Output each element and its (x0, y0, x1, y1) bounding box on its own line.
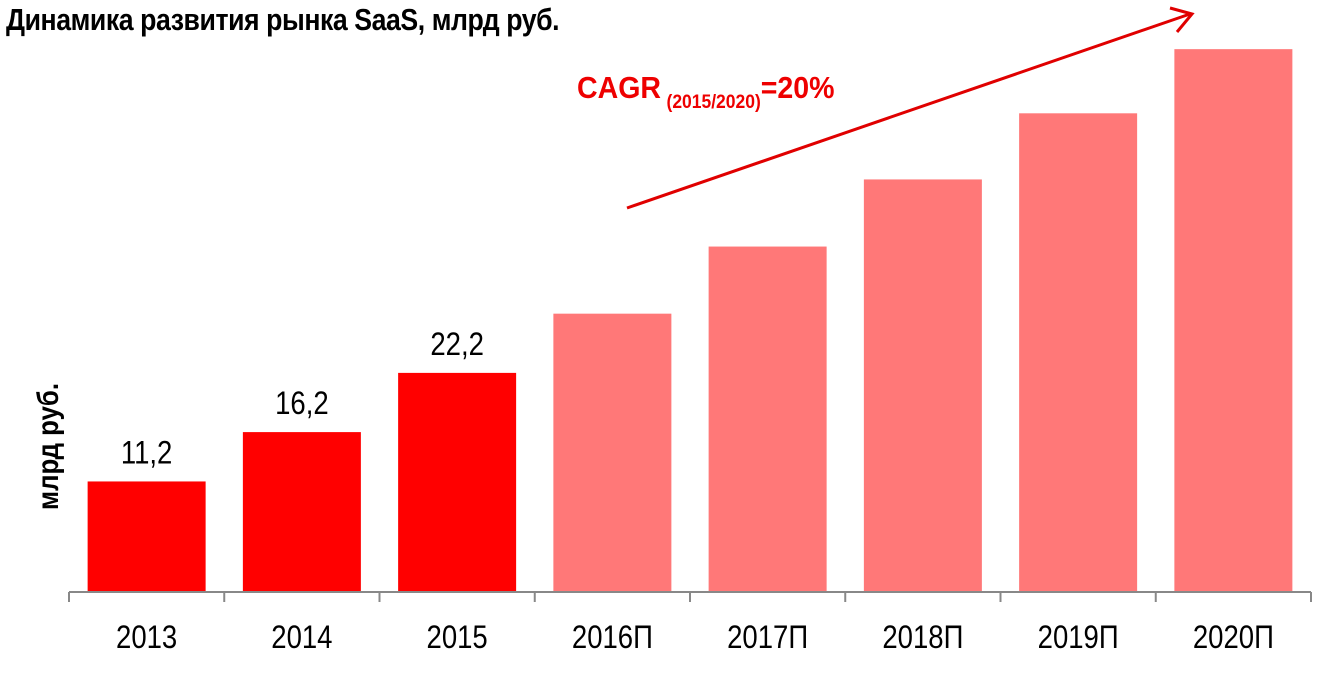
bar-2013 (87, 481, 206, 592)
bar-value-label: 16,2 (275, 386, 329, 421)
bar-value-label: 11,2 (121, 436, 172, 471)
arrow-head-icon (1169, 6, 1195, 33)
x-tick-label: 2014 (271, 620, 332, 655)
chart-title: Динамика развития рынка SaaS, млрд руб. (6, 2, 560, 37)
trend-arrow (626, 6, 1195, 210)
cagr-annotation: CAGR (2015/2020)=20% (577, 70, 835, 113)
x-tick-label: 2016П (572, 620, 653, 655)
bars-group: 11,2 16,2 22,2 (87, 49, 1293, 593)
x-tick-label: 2015 (427, 620, 488, 655)
bar-value-label: 22,2 (430, 327, 484, 362)
x-tick-label: 2018П (882, 620, 963, 655)
bar-2014 (242, 432, 361, 592)
x-tick-label: 2020П (1193, 620, 1274, 655)
bar-2017П (708, 246, 827, 593)
bar-2018П (863, 179, 982, 592)
bar-2019П (1019, 113, 1138, 593)
bar-2015 (398, 372, 517, 592)
x-tick-label: 2013 (116, 620, 177, 655)
cagr-period: (2015/2020) (666, 92, 761, 113)
bar-2016П (553, 313, 672, 592)
bar-2020П (1174, 49, 1293, 592)
cagr-label: CAGR (577, 70, 661, 105)
x-tick-label: 2019П (1038, 620, 1119, 655)
x-tick-label: 2017П (727, 620, 808, 655)
x-axis: 2013 2014 2015 2016П 2017П 2018П 2019П 2020П (68, 591, 1312, 656)
cagr-value: =20% (760, 70, 835, 105)
trend-arrow-line (626, 12, 1191, 210)
